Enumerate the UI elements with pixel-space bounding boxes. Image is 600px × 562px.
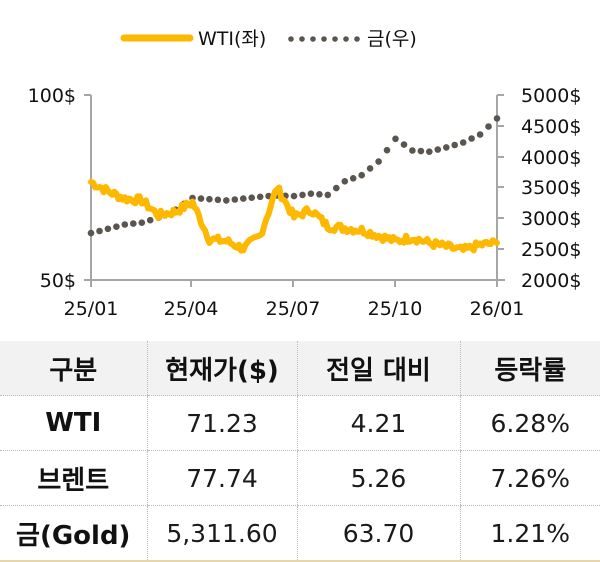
row-price: 5,311.60 [146, 505, 297, 562]
svg-text:2000$: 2000$ [521, 270, 581, 292]
header-category: 구분 [0, 341, 147, 396]
row-name: 브렌트 [0, 450, 147, 506]
table-row-gold: 금(Gold) 5,311.60 63.70 1.21% [0, 505, 600, 562]
header-current-price: 현재가($) [146, 341, 297, 396]
legend-gold-swatch [288, 36, 360, 42]
header-change-rate: 등락률 [459, 341, 600, 396]
svg-text:4500$: 4500$ [521, 116, 581, 138]
svg-text:26/01: 26/01 [470, 298, 525, 320]
legend-gold-label: 금(우) [367, 28, 417, 50]
legend-wti-label: WTI(좌) [198, 28, 266, 50]
row-change: 4.21 [296, 395, 460, 451]
x-axis-labels: 25/01 25/04 25/07 25/10 26/01 [64, 298, 525, 320]
row-price: 77.74 [146, 450, 297, 506]
left-axis-labels: 100$ 50$ [28, 85, 76, 292]
svg-text:25/04: 25/04 [164, 298, 219, 320]
table-row-wti: WTI 71.23 4.21 6.28% [0, 395, 600, 451]
header-day-change: 전일 대비 [296, 341, 460, 396]
svg-text:25/10: 25/10 [368, 298, 423, 320]
chart-legend: WTI(좌) 금(우) [120, 28, 417, 50]
right-axis-labels: 5000$ 4500$ 4000$ 3500$ 3000$ 2500$ 2000… [521, 85, 581, 292]
svg-text:5000$: 5000$ [521, 85, 581, 107]
svg-text:3000$: 3000$ [521, 208, 581, 230]
svg-text:2500$: 2500$ [521, 239, 581, 261]
table-header-row: 구분 현재가($) 전일 대비 등락률 [0, 341, 600, 396]
svg-text:25/01: 25/01 [64, 298, 119, 320]
row-price: 71.23 [146, 395, 297, 451]
row-change: 63.70 [296, 505, 460, 562]
svg-text:4000$: 4000$ [521, 147, 581, 169]
table-row-brent: 브렌트 77.74 5.26 7.26% [0, 450, 600, 506]
row-rate: 1.21% [459, 505, 600, 562]
svg-text:3500$: 3500$ [521, 177, 581, 199]
row-rate: 7.26% [459, 450, 600, 506]
wti-series-line [88, 179, 500, 254]
row-change: 5.26 [296, 450, 460, 506]
row-name: WTI [0, 395, 147, 451]
commodity-summary-table: 구분 현재가($) 전일 대비 등락률 WTI 71.23 4.21 6.28%… [0, 341, 600, 562]
svg-text:100$: 100$ [28, 85, 76, 107]
svg-text:25/07: 25/07 [266, 298, 321, 320]
axes [84, 94, 505, 287]
svg-text:50$: 50$ [40, 270, 76, 292]
row-rate: 6.28% [459, 395, 600, 451]
commodity-price-chart: WTI(좌) 금(우) 100$ 50$ [28, 28, 582, 320]
row-name: 금(Gold) [0, 505, 147, 562]
